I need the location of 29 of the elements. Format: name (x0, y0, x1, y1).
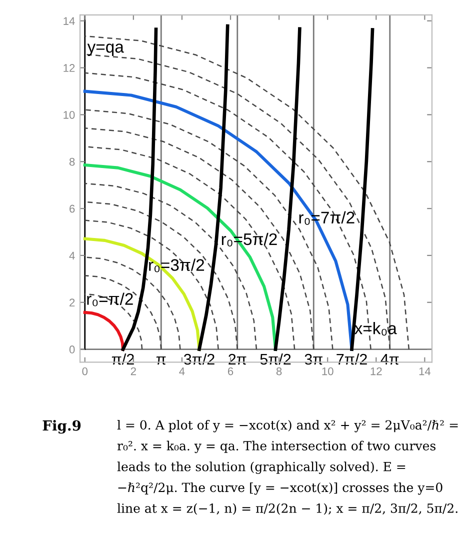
y-tick-label: 2 (70, 298, 75, 306)
line-series (84, 293, 143, 350)
x-tick-label: 10 (322, 367, 334, 376)
x-tick-label: 12 (370, 367, 382, 376)
y-tick-label: 4 (69, 252, 75, 260)
x-tick-label: 8 (276, 367, 282, 376)
annotation: y=qa (87, 44, 124, 56)
line-series (84, 274, 162, 350)
annotation: r₀=π/2 (87, 292, 133, 306)
x2-tick-label: 3π/2 (184, 353, 214, 365)
y-tick-label: 14 (64, 17, 75, 25)
caption: Fig.9 (42, 420, 81, 434)
x-tick-label: 0 (82, 367, 88, 376)
x2-tick-label: 3π (304, 354, 322, 365)
x2-tick-label: 4π (380, 354, 399, 365)
y-tick-label: 10 (64, 110, 75, 119)
y-tick-label: 12 (64, 64, 75, 72)
y-tick-label: 0 (69, 346, 75, 354)
y-tick-label: 6 (70, 204, 75, 213)
x-tick-label: 6 (228, 367, 234, 376)
text: l = 0. A plot of y = −xcot(x) and x² + y² = 2μV₀a²/ℏ² = r₀². x = k₀a. y = qa. The intersection of two curves leads to the solution (graphically solved). E = −ℏ²q²/2μ. The curve [y = −xcot(x)] crosses the y=0 line at x = z(−1, n) = π/2(2n − 1); x = π/2, 3π/2, 5π/2. (117, 420, 458, 515)
x-tick-label: 4 (179, 367, 185, 376)
x2-tick-label: 5π/2 (260, 353, 291, 365)
line-series (83, 310, 125, 351)
y-tick-label: 8 (69, 158, 75, 166)
x2-tick-label: 7π/2 (336, 353, 367, 365)
x-tick-label: 2 (130, 367, 136, 376)
line-series (84, 220, 219, 350)
x-tick-label: 14 (419, 367, 431, 376)
